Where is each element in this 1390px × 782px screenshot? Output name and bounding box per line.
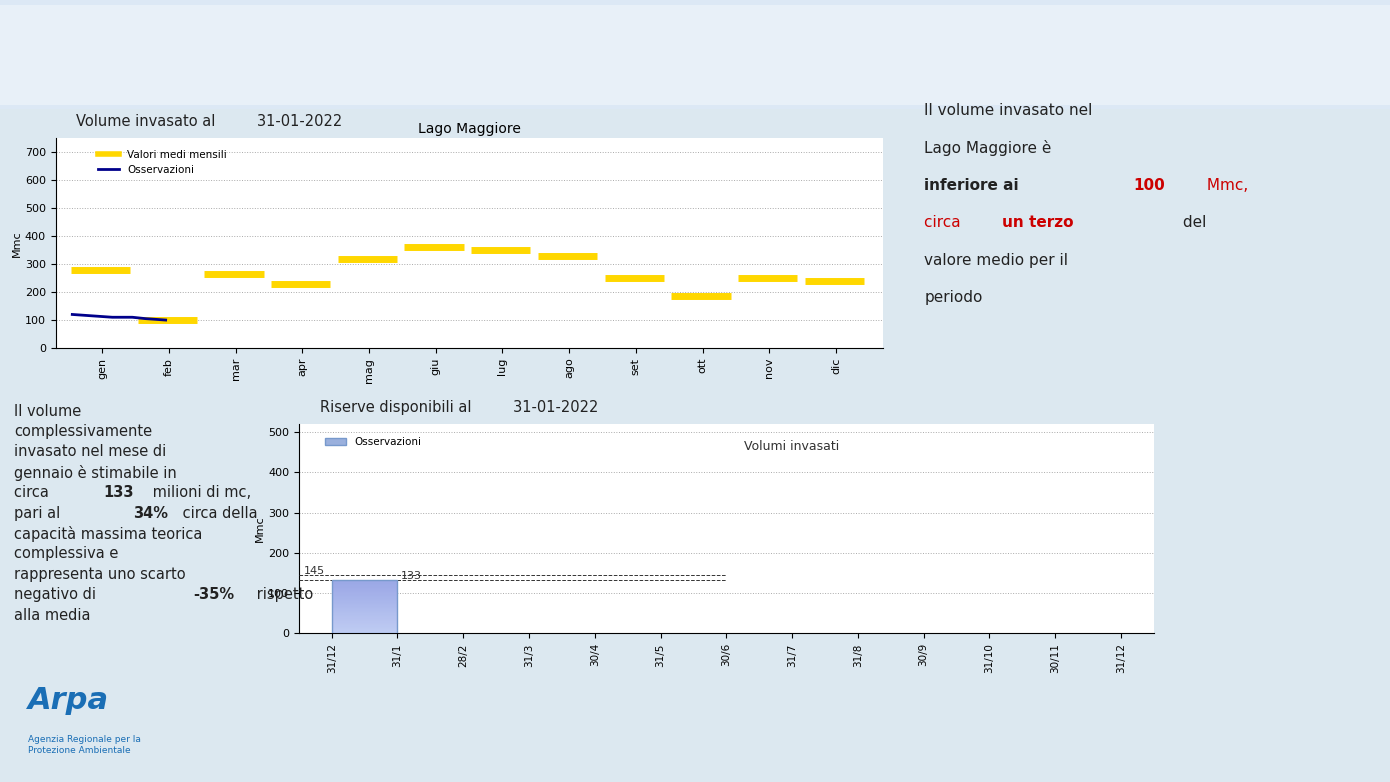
Bar [332, 620, 398, 622]
Text: 145: 145 [303, 565, 325, 576]
Text: del: del [1177, 215, 1207, 230]
Bar [332, 604, 398, 605]
Legend: Valori medi mensili, Osservazioni: Valori medi mensili, Osservazioni [95, 145, 231, 179]
Bar [332, 622, 398, 624]
Bar [332, 586, 398, 588]
Bar [332, 581, 398, 583]
Text: invasato nel mese di: invasato nel mese di [14, 444, 167, 459]
Bar [332, 632, 398, 633]
Bar [332, 619, 398, 620]
Bar [332, 584, 398, 585]
Bar [332, 596, 398, 597]
Bar [332, 612, 398, 613]
Text: 100: 100 [1133, 178, 1165, 192]
Bar [332, 598, 398, 600]
Text: 133: 133 [103, 485, 133, 500]
Bar [332, 601, 398, 603]
Text: alla media: alla media [14, 608, 90, 622]
Text: Riserve disponibili al         31-01-2022: Riserve disponibili al 31-01-2022 [320, 400, 599, 415]
Text: Mmc,: Mmc, [1202, 178, 1248, 192]
Bar [332, 579, 398, 633]
Bar [332, 600, 398, 601]
Bar [332, 603, 398, 604]
Text: Il volume invasato nel: Il volume invasato nel [924, 102, 1093, 118]
Text: 34%: 34% [133, 505, 168, 521]
Text: rappresenta uno scarto: rappresenta uno scarto [14, 567, 185, 582]
Text: gennaio è stimabile in: gennaio è stimabile in [14, 465, 177, 481]
Bar [332, 631, 398, 632]
Bar [332, 617, 398, 619]
Bar [332, 585, 398, 586]
Text: complessivamente: complessivamente [14, 424, 152, 439]
Bar [332, 609, 398, 611]
Y-axis label: Mmc: Mmc [256, 515, 265, 542]
Bar [332, 616, 398, 617]
Y-axis label: Mmc: Mmc [13, 230, 22, 256]
Title: Lago Maggiore: Lago Maggiore [417, 122, 521, 136]
Bar [332, 590, 398, 592]
Text: negativo di: negativo di [14, 587, 100, 602]
Bar [332, 583, 398, 584]
Text: 133: 133 [400, 571, 421, 580]
Text: milioni di mc,: milioni di mc, [149, 485, 252, 500]
Bar [332, 628, 398, 630]
Bar [332, 597, 398, 598]
Text: un terzo: un terzo [1002, 215, 1073, 230]
Bar [332, 615, 398, 616]
Text: Agenzia Regionale per la
Protezione Ambientale: Agenzia Regionale per la Protezione Ambi… [28, 735, 140, 755]
Text: Lago Maggiore è: Lago Maggiore è [924, 140, 1052, 156]
Text: rispetto: rispetto [253, 587, 314, 602]
Legend: Osservazioni: Osservazioni [321, 433, 425, 451]
Bar [332, 605, 398, 607]
Text: circa: circa [924, 215, 966, 230]
Text: Il volume: Il volume [14, 404, 81, 418]
Bar [332, 589, 398, 590]
Bar [332, 613, 398, 615]
Text: pari al: pari al [14, 505, 65, 521]
Text: circa della: circa della [178, 505, 257, 521]
Bar [332, 608, 398, 609]
Bar [332, 611, 398, 612]
Text: capacità massima teorica: capacità massima teorica [14, 526, 203, 542]
Bar [332, 624, 398, 626]
Text: complessiva e: complessiva e [14, 547, 118, 561]
Text: Volume invasato al         31-01-2022: Volume invasato al 31-01-2022 [76, 114, 342, 130]
Bar [332, 630, 398, 631]
Bar [332, 592, 398, 594]
Bar [332, 588, 398, 589]
Bar [332, 579, 398, 581]
Text: periodo: periodo [924, 290, 983, 305]
Bar [332, 607, 398, 608]
Text: Arpa: Arpa [28, 686, 108, 715]
Text: inferiore ai: inferiore ai [924, 178, 1024, 192]
Text: valore medio per il: valore medio per il [924, 253, 1069, 267]
Bar [332, 594, 398, 596]
Text: Volumi invasati: Volumi invasati [745, 440, 840, 453]
Text: -35%: -35% [193, 587, 234, 602]
Text: circa: circa [14, 485, 53, 500]
Bar [332, 626, 398, 628]
